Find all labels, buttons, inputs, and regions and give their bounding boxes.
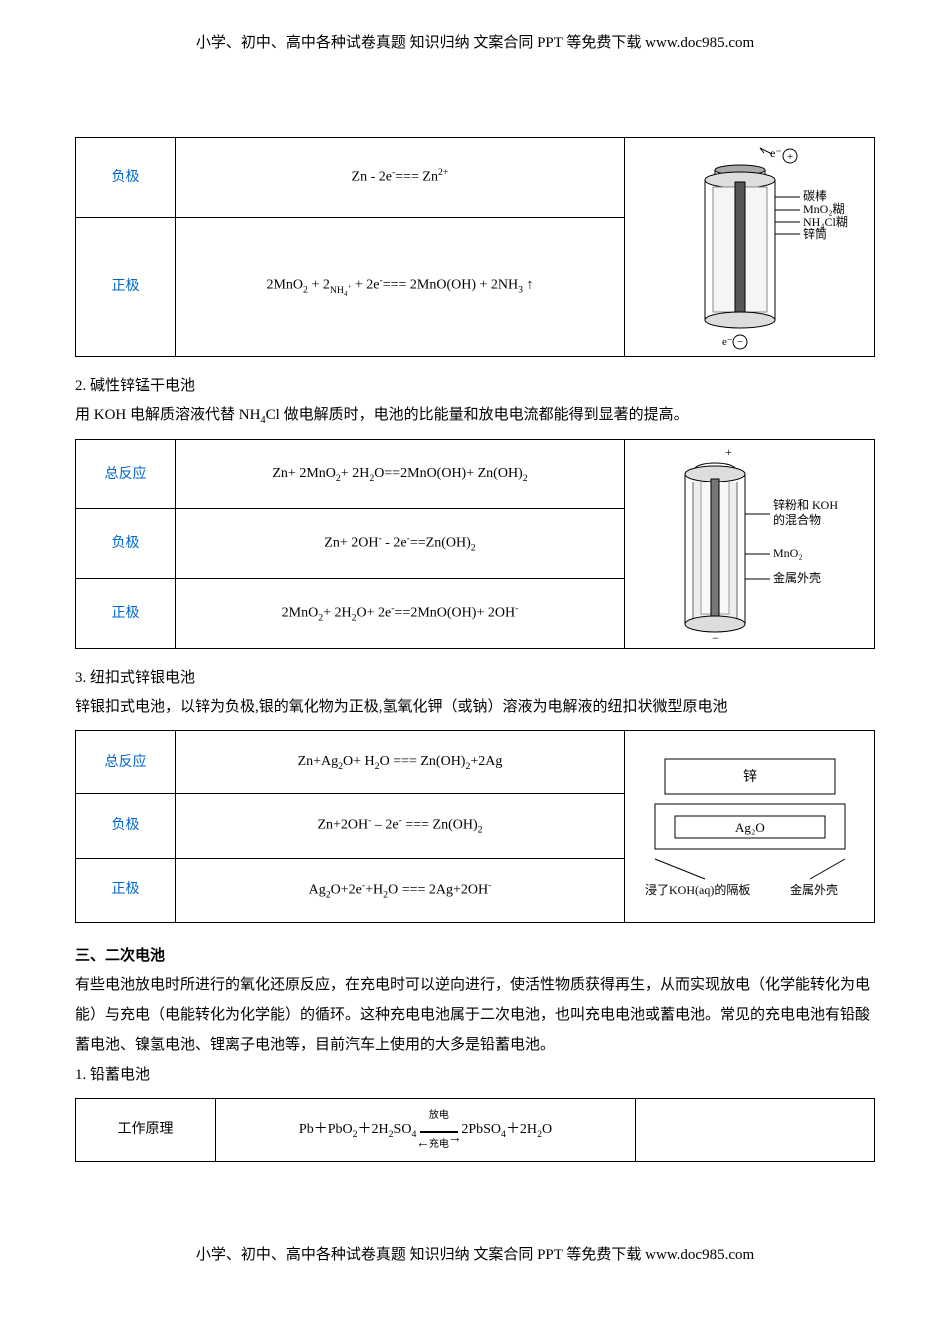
table-lead-acid: 工作原理 Pb＋PbO2＋2H2SO4 放电→←充电 2PbSO4＋2H2O [75,1098,875,1162]
section-desc: 用 KOH 电解质溶液代替 NH4Cl 做电解质时，电池的比能量和放电电流都能得… [75,400,875,431]
page-header: 小学、初中、高中各种试卷真题 知识归纳 文案合同 PPT 等免费下载 www.d… [75,30,875,57]
svg-text:e⁻: e⁻ [770,146,782,160]
svg-text:+: + [787,151,793,163]
page-footer: 小学、初中、高中各种试卷真题 知识归纳 文案合同 PPT 等免费下载 www.d… [75,1242,875,1269]
table-button-cell: 总反应 Zn+Ag2O+ H2O === Zn(OH)2+2Ag 锌 Ag₂O … [75,730,875,923]
equation-cell: 2MnO2+ 2H2O+ 2e-==2MnO(OH)+ 2OH- [176,579,625,649]
equation-cell: Ag2O+2e-+H2O === 2Ag+2OH- [176,858,625,922]
equation-cell: Zn+ 2MnO2+ 2H2O==2MnO(OH)+ Zn(OH)2 [176,440,625,509]
electrode-label: 总反应 [76,440,176,509]
electrode-label: 正极 [76,217,176,356]
subsection-title: 1. 铅蓄电池 [75,1060,875,1090]
svg-text:的混合物: 的混合物 [773,512,821,527]
equation-cell: Pb＋PbO2＋2H2SO4 放电→←充电 2PbSO4＋2H2O [216,1098,636,1161]
electrode-label: 总反应 [76,731,176,794]
equation-cell: Zn - 2e-=== Zn2+ [176,138,625,218]
svg-text:碳棒: 碳棒 [803,189,827,203]
svg-text:−: − [737,336,743,348]
principle-label: 工作原理 [76,1098,216,1161]
table-row: 负极 Zn - 2e-=== Zn2+ e⁻ + − e⁻ [76,138,875,218]
section-title: 2. 碱性锌锰干电池 [75,373,875,400]
empty-cell [636,1098,875,1161]
equation-cell: Zn+2OH- – 2e- === Zn(OH)2 [176,794,625,858]
section-title: 3. 纽扣式锌银电池 [75,665,875,692]
svg-text:金属外壳: 金属外壳 [773,570,821,585]
dry-cell-svg: e⁻ + − e⁻ 碳棒 MnO₂糊 NH₄Cl糊 锌 [650,142,850,352]
table-row: 工作原理 Pb＋PbO2＋2H2SO4 放电→←充电 2PbSO4＋2H2O [76,1098,875,1161]
svg-text:锌筒: 锌筒 [803,226,827,241]
svg-text:e⁻: e⁻ [722,336,733,348]
equation-cell: Zn+ 2OH- - 2e-==Zn(OH)2 [176,509,625,579]
separator-label: 浸了KOH(aq)的隔板 [645,882,750,897]
equation-cell: 2MnO2 + 2NH4+ + 2e-=== 2MnO(OH) + 2NH3 ↑ [176,217,625,356]
svg-text:MnO₂: MnO₂ [773,546,803,560]
electrode-label: 正极 [76,858,176,922]
table-row: 总反应 Zn+Ag2O+ H2O === Zn(OH)2+2Ag 锌 Ag₂O … [76,731,875,794]
battery-diagram: + − 锌粉和 KOH 的混合物 MnO₂ 金属外壳 [625,440,875,649]
electrode-label: 负极 [76,138,176,218]
section-heading: 三、二次电池 [75,943,875,970]
svg-text:+: + [725,445,732,459]
battery-diagram: e⁻ + − e⁻ 碳棒 MnO₂糊 NH₄Cl糊 锌 [625,138,875,357]
alkaline-svg: + − 锌粉和 KOH 的混合物 MnO₂ 金属外壳 [645,444,855,644]
section-desc: 有些电池放电时所进行的氧化还原反应，在充电时可以逆向进行，使活性物质获得再生，从… [75,970,875,1060]
shell-label: 金属外壳 [790,882,838,897]
table-row: 总反应 Zn+ 2MnO2+ 2H2O==2MnO(OH)+ Zn(OH)2 +… [76,440,875,509]
electrode-label: 正极 [76,579,176,649]
svg-text:锌粉和 KOH: 锌粉和 KOH [773,498,838,512]
equation-cell: Zn+Ag2O+ H2O === Zn(OH)2+2Ag [176,731,625,794]
table-alkaline: 总反应 Zn+ 2MnO2+ 2H2O==2MnO(OH)+ Zn(OH)2 +… [75,439,875,649]
ag2o-label: Ag₂O [735,820,765,835]
button-cell-svg: 锌 Ag₂O 浸了KOH(aq)的隔板 金属外壳 [635,744,865,909]
battery-diagram: 锌 Ag₂O 浸了KOH(aq)的隔板 金属外壳 [625,731,875,923]
electrode-label: 负极 [76,509,176,579]
section-desc: 锌银扣式电池，以锌为负极,银的氧化物为正极,氢氧化钾（或钠）溶液为电解液的纽扣状… [75,692,875,722]
svg-text:−: − [712,631,719,644]
zinc-label: 锌 [743,769,757,785]
electrode-label: 负极 [76,794,176,858]
svg-text:MnO₂糊: MnO₂糊 [803,201,845,216]
table-zinc-manganese: 负极 Zn - 2e-=== Zn2+ e⁻ + − e⁻ [75,137,875,357]
